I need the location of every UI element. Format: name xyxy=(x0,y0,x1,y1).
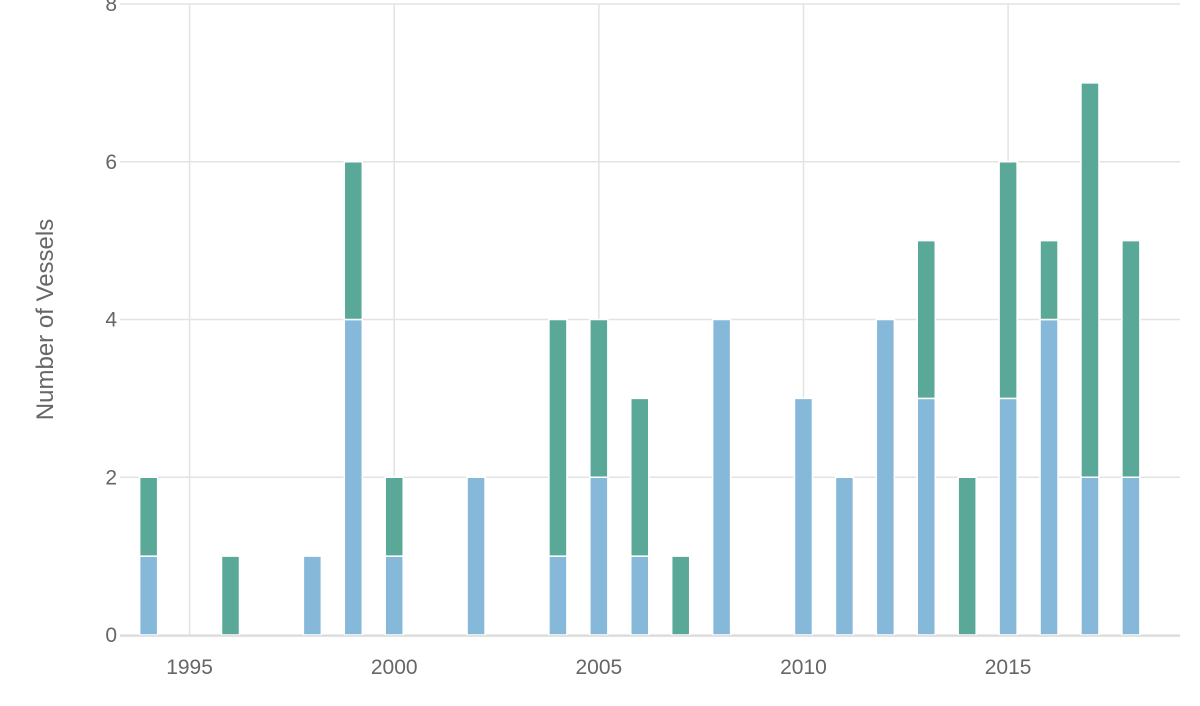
bar-segment-2014-series-2 xyxy=(957,476,977,636)
bar-segment-2004-series-2 xyxy=(548,318,568,557)
bar-segment-2017-series-1 xyxy=(1080,476,1100,636)
bar-segment-2013-series-1 xyxy=(916,397,937,636)
bars xyxy=(138,82,1141,636)
bar-segment-2012-series-1 xyxy=(875,318,896,636)
bar-segment-2006-series-1 xyxy=(630,555,650,636)
bar-segment-2013-series-2 xyxy=(916,239,937,400)
y-tick-label: 2 xyxy=(105,466,117,489)
y-axis-title: Number of Vessels xyxy=(32,219,59,420)
bar-segment-2008-series-1 xyxy=(711,318,732,636)
y-tick-label: 0 xyxy=(105,624,117,647)
bar-segment-2010-series-1 xyxy=(793,397,814,636)
bar-segment-2017-series-2 xyxy=(1080,82,1100,478)
bar-segment-1999-series-1 xyxy=(343,318,364,636)
x-tick-labels: 1995 2000 2005 2010 2015 xyxy=(166,656,1031,679)
bar-segment-2004-series-1 xyxy=(548,555,568,636)
bar-segment-2000-series-2 xyxy=(384,476,404,557)
y-tick-label: 4 xyxy=(105,309,117,332)
bar-segment-2005-series-1 xyxy=(589,476,609,636)
bar-segment-2000-series-1 xyxy=(384,555,404,636)
bar-segment-2005-series-2 xyxy=(589,318,609,478)
bar-segment-1996-series-2 xyxy=(220,555,241,636)
x-tick-label: 2005 xyxy=(575,656,622,679)
bar-segment-2018-series-1 xyxy=(1121,476,1141,636)
bar-segment-2016-series-1 xyxy=(1039,318,1059,636)
y-gridlines xyxy=(120,3,1180,636)
bar-segment-1998-series-1 xyxy=(302,555,323,636)
x-tick-label: 1995 xyxy=(166,656,213,679)
bar-segment-2007-series-2 xyxy=(670,555,691,636)
bar-segment-1994-series-2 xyxy=(138,476,159,557)
bar-segment-1999-series-2 xyxy=(343,161,364,321)
bar-segment-1994-series-1 xyxy=(138,555,159,636)
y-tick-label: 8 xyxy=(105,0,117,16)
y-tick-label: 6 xyxy=(105,151,117,174)
bar-segment-2006-series-2 xyxy=(630,397,650,557)
bar-segment-2016-series-2 xyxy=(1039,239,1059,321)
x-tick-label: 2015 xyxy=(985,656,1032,679)
bar-segment-2011-series-1 xyxy=(834,476,855,636)
x-tick-label: 2000 xyxy=(371,656,418,679)
y-tick-labels: 0 2 4 6 8 xyxy=(105,0,117,647)
bar-segment-2015-series-2 xyxy=(998,161,1018,400)
bar-segment-2015-series-1 xyxy=(998,397,1018,636)
bar-segment-2002-series-1 xyxy=(466,476,486,636)
bar-segment-2018-series-2 xyxy=(1121,239,1141,478)
x-tick-label: 2010 xyxy=(780,656,827,679)
